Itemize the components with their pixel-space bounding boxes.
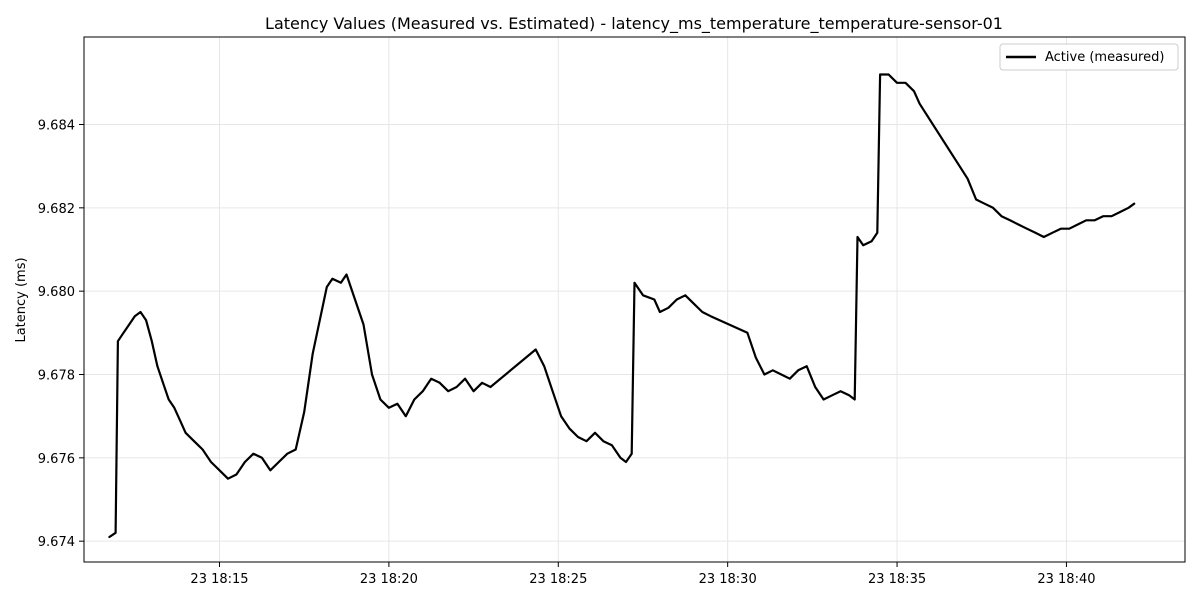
y-tick-label: 9.682: [38, 202, 75, 217]
y-tick-label: 9.680: [38, 285, 75, 300]
x-tick-label: 23 18:35: [868, 572, 926, 587]
series-layer: [108, 73, 1136, 539]
x-tick-label: 23 18:15: [190, 572, 248, 587]
y-axis: 9.674 9.676 9.678 9.680 9.682 9.684: [38, 119, 84, 550]
y-axis-label: Latency (ms): [14, 257, 29, 342]
x-tick-label: 23 18:30: [699, 572, 757, 587]
x-tick-label: 23 18:20: [360, 572, 418, 587]
chart-title: Latency Values (Measured vs. Estimated) …: [265, 14, 1003, 34]
y-tick-label: 9.676: [38, 452, 75, 467]
x-tick-label: 23 18:25: [529, 572, 587, 587]
y-tick-label: 9.678: [38, 369, 75, 384]
legend-entry-active-measured: Active (measured): [1045, 50, 1164, 65]
series-line-active-measured: [108, 73, 1136, 539]
y-tick-label: 9.674: [38, 535, 75, 550]
plot-area-frame: [83, 36, 1186, 563]
y-tick-label: 9.684: [38, 119, 75, 134]
grid-lines: [84, 37, 1185, 562]
legend-box: [999, 43, 1179, 71]
x-axis: 23 18:15 23 18:20 23 18:25 23 18:30 23 18:35…: [190, 562, 1096, 587]
x-tick-label: 23 18:40: [1037, 572, 1095, 587]
legend: Active (measured): [999, 43, 1179, 71]
